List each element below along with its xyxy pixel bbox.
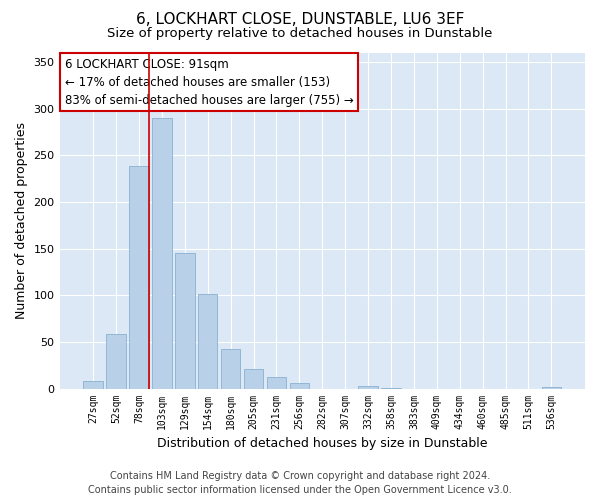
Bar [129,166,149,388]
Y-axis label: Number of detached properties: Number of detached properties [15,122,28,319]
Text: Size of property relative to detached houses in Dunstable: Size of property relative to detached ho… [107,28,493,40]
Text: Contains HM Land Registry data © Crown copyright and database right 2024.
Contai: Contains HM Land Registry data © Crown c… [88,471,512,495]
Bar [244,369,263,388]
Bar [358,386,378,388]
Bar [198,294,217,388]
Bar [83,381,103,388]
X-axis label: Distribution of detached houses by size in Dunstable: Distribution of detached houses by size … [157,437,488,450]
Bar [542,386,561,388]
Bar [290,383,309,388]
Text: 6 LOCKHART CLOSE: 91sqm
← 17% of detached houses are smaller (153)
83% of semi-d: 6 LOCKHART CLOSE: 91sqm ← 17% of detache… [65,58,353,106]
Bar [106,334,126,388]
Text: 6, LOCKHART CLOSE, DUNSTABLE, LU6 3EF: 6, LOCKHART CLOSE, DUNSTABLE, LU6 3EF [136,12,464,28]
Bar [175,253,194,388]
Bar [267,378,286,388]
Bar [221,350,241,389]
Bar [152,118,172,388]
